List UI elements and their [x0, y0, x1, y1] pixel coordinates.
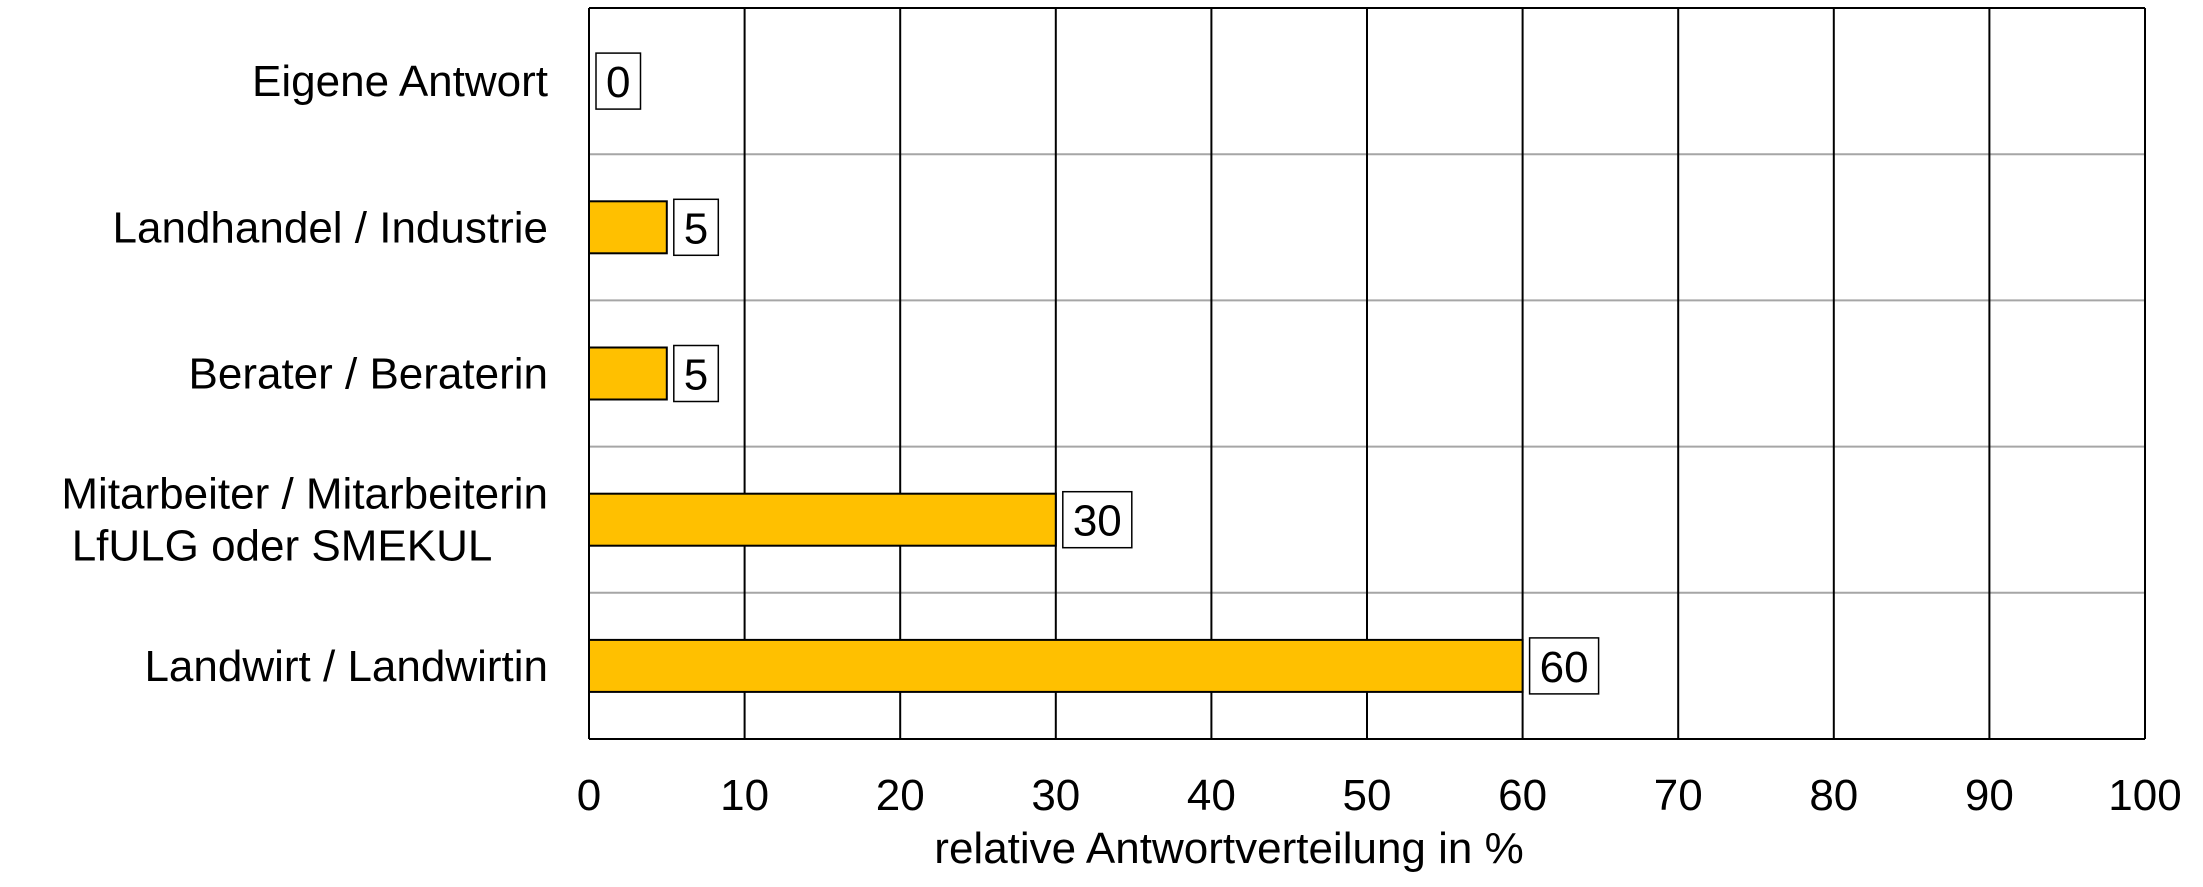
x-tick-label: 20	[876, 771, 925, 820]
bar	[588, 346, 668, 401]
x-tick-label: 80	[1809, 771, 1858, 820]
data-label: 0	[595, 52, 642, 110]
category-label: Eigene Antwort	[252, 57, 548, 106]
x-tick-label: 40	[1187, 771, 1236, 820]
data-label: 5	[673, 198, 720, 257]
category-label-line: Landhandel / Industrie	[113, 203, 548, 252]
x-tick-label: 60	[1498, 771, 1547, 820]
category-label: Berater / Beraterin	[189, 350, 549, 399]
data-label-text: 30	[1073, 497, 1122, 546]
plot-frame	[588, 7, 2146, 740]
category-label-line: Landwirt / Landwirtin	[144, 642, 548, 691]
data-label-box	[673, 198, 720, 257]
x-tick-label: 0	[577, 771, 601, 820]
data-label: 60	[1528, 637, 1600, 695]
category-label: Landwirt / Landwirtin	[144, 642, 548, 691]
x-tick-label: 10	[720, 771, 769, 820]
category-label-line: Mitarbeiter / Mitarbeiterin	[61, 470, 548, 519]
x-tick-label: 90	[1965, 771, 2014, 820]
category-label-line: Eigene Antwort	[252, 57, 548, 106]
category-label-line: Berater / Beraterin	[189, 350, 549, 399]
bar	[588, 200, 668, 255]
data-label-text: 5	[684, 204, 708, 253]
data-label-box	[595, 52, 642, 110]
category-label-line: LfULG oder SMEKUL	[72, 522, 493, 571]
data-label-text: 5	[684, 351, 708, 400]
data-label-text: 60	[1540, 643, 1589, 692]
data-label-box	[673, 344, 720, 403]
data-label: 30	[1062, 490, 1133, 549]
bars	[588, 200, 1524, 693]
x-axis-title: relative Antwortverteilung in %	[934, 824, 1523, 873]
x-tick-label: 30	[1031, 771, 1080, 820]
data-labels: 0 5 5 30 60	[595, 52, 1600, 695]
data-label: 5	[673, 344, 720, 403]
bar	[588, 492, 1057, 547]
grid-lines	[589, 8, 2145, 739]
x-tick-label: 70	[1654, 771, 1703, 820]
category-labels: Eigene Antwort Landhandel / Industrie Bera…	[61, 57, 548, 691]
category-label: Landhandel / Industrie	[113, 203, 548, 252]
x-tick-label: 100	[2108, 771, 2181, 820]
x-tick-labels: 0 10 20 30 40 50 60 70 80 90 100	[577, 771, 2182, 820]
bar	[588, 638, 1524, 693]
data-label-text: 0	[606, 58, 630, 107]
data-label-box	[1528, 637, 1600, 695]
x-tick-label: 50	[1343, 771, 1392, 820]
data-label-box	[1062, 490, 1133, 549]
